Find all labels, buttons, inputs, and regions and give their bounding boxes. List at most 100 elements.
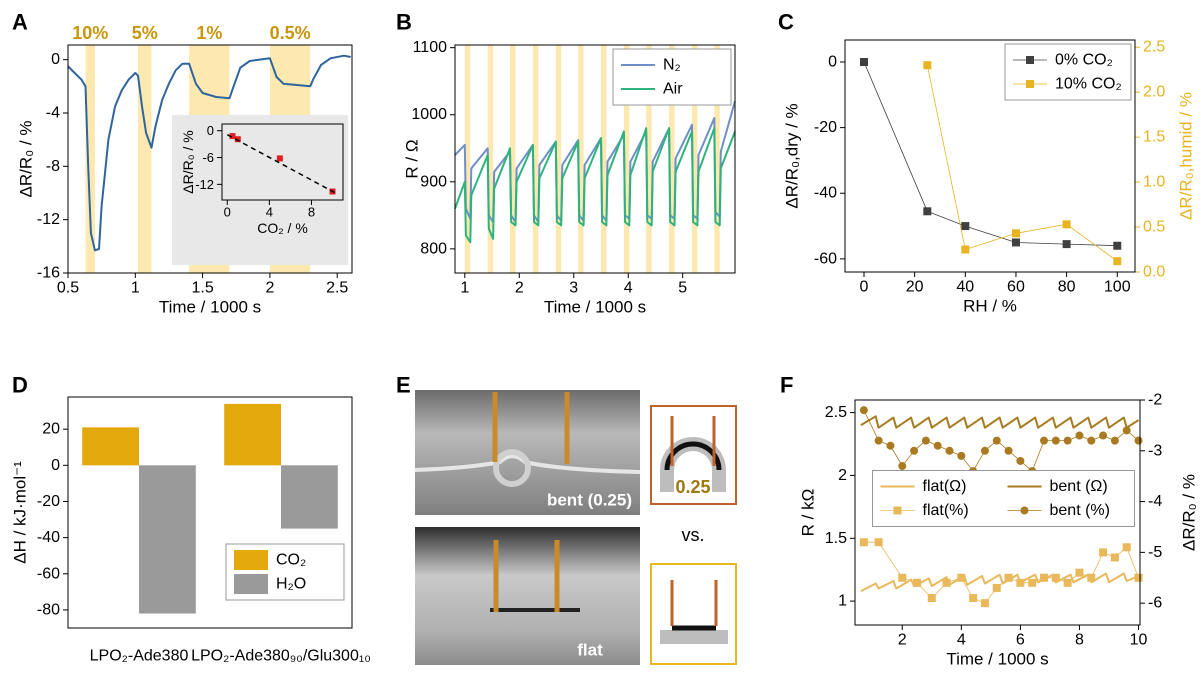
x-tick-label: 60 bbox=[1007, 279, 1025, 296]
x-tick-label: 2 bbox=[898, 632, 907, 649]
data-point bbox=[1113, 257, 1121, 265]
legend-marker bbox=[1026, 56, 1034, 64]
x-tick-label: 8 bbox=[1075, 632, 1084, 649]
region-label: 10% bbox=[72, 23, 108, 43]
y-axis-label: ΔR/R₀,dry / % bbox=[783, 103, 802, 208]
x-tick-label: 5 bbox=[678, 280, 687, 297]
data-point bbox=[1099, 432, 1107, 440]
x-tick-label: 4 bbox=[266, 205, 273, 220]
legend-label: 10% CO₂ bbox=[1055, 76, 1122, 93]
data-point bbox=[946, 447, 954, 455]
data-point bbox=[1064, 579, 1072, 587]
x-tick-label: 1.5 bbox=[191, 280, 213, 297]
data-point bbox=[1087, 574, 1095, 582]
x-tick-label: 3 bbox=[569, 280, 578, 297]
x-axis-label: RH / % bbox=[963, 297, 1017, 316]
panel-letter: E bbox=[396, 373, 411, 398]
data-point bbox=[1087, 437, 1095, 445]
y-tick-label: 0 bbox=[207, 123, 214, 138]
data-point bbox=[934, 442, 942, 450]
data-point bbox=[1005, 447, 1013, 455]
y-tick-label: 1100 bbox=[413, 39, 448, 56]
y-tick-label: -4 bbox=[46, 105, 60, 122]
legend-label: bent (%) bbox=[1050, 502, 1110, 519]
x-axis-label: Time / 1000 s bbox=[946, 650, 1048, 669]
y-axis-label: ΔR/R₀ / % bbox=[180, 130, 196, 193]
y2-tick-label: -4 bbox=[1148, 493, 1162, 510]
data-point bbox=[923, 61, 931, 69]
data-point bbox=[860, 58, 868, 66]
y-tick-label: 800 bbox=[420, 240, 447, 257]
panel-letter: A bbox=[12, 10, 28, 35]
data-point bbox=[1016, 457, 1024, 465]
y-axis-label: ΔR/R₀ / % bbox=[17, 121, 36, 198]
legend-label: H₂O bbox=[276, 576, 306, 593]
photo-label: bent (0.25) bbox=[547, 491, 632, 510]
y-tick-label: -60 bbox=[37, 565, 60, 582]
x-tick-label: 2.5 bbox=[326, 280, 348, 297]
data-point bbox=[860, 538, 868, 546]
x-tick-label: 0 bbox=[860, 279, 869, 296]
data-point bbox=[957, 574, 965, 582]
data-point bbox=[993, 437, 1001, 445]
legend-label: Air bbox=[663, 81, 683, 98]
data-point bbox=[923, 207, 931, 215]
y-tick-label: -40 bbox=[814, 185, 837, 202]
y-tick-label: -20 bbox=[37, 493, 60, 510]
y-tick-label: 0 bbox=[51, 457, 60, 474]
y-tick-label: -12 bbox=[37, 211, 60, 228]
y-tick-label: -8 bbox=[46, 158, 60, 175]
data-point bbox=[1052, 437, 1060, 445]
x-tick-label: 0 bbox=[224, 205, 231, 220]
legend-marker bbox=[1026, 80, 1034, 88]
data-point bbox=[981, 599, 989, 607]
y-axis-label: R / kΩ bbox=[799, 489, 818, 537]
data-point bbox=[1075, 432, 1083, 440]
shaded-region bbox=[85, 45, 94, 273]
data-point bbox=[860, 406, 868, 414]
schematic-flat bbox=[651, 564, 736, 664]
data-point bbox=[1052, 574, 1060, 582]
legend-label: flat(%) bbox=[923, 502, 969, 519]
data-line bbox=[864, 542, 1139, 603]
y-tick-label: -20 bbox=[814, 119, 837, 136]
data-point bbox=[957, 452, 965, 460]
y-tick-label: -40 bbox=[37, 529, 60, 546]
panel-letter: B bbox=[396, 10, 412, 35]
y-tick-label: -12 bbox=[195, 177, 214, 192]
data-point bbox=[1040, 437, 1048, 445]
data-point bbox=[1005, 574, 1013, 582]
bar bbox=[224, 404, 281, 465]
data-point bbox=[961, 222, 969, 230]
legend-swatch bbox=[234, 574, 268, 594]
photo-label: flat bbox=[577, 641, 603, 660]
y-tick-label: -60 bbox=[814, 250, 837, 267]
data-point bbox=[1063, 220, 1071, 228]
data-point bbox=[1028, 579, 1036, 587]
y-tick-label: 1.5 bbox=[825, 530, 847, 547]
data-line bbox=[861, 416, 1139, 427]
data-point bbox=[277, 155, 283, 161]
data-point bbox=[898, 574, 906, 582]
y-tick-label: 1 bbox=[838, 593, 847, 610]
panel-letter: C bbox=[778, 10, 794, 35]
data-point bbox=[1099, 548, 1107, 556]
panel-letter: D bbox=[12, 373, 28, 398]
y-tick-label: 2 bbox=[838, 467, 847, 484]
y2-tick-label: -6 bbox=[1148, 595, 1162, 612]
photo-flat bbox=[415, 527, 640, 665]
data-point bbox=[875, 437, 883, 445]
x-tick-label: 20 bbox=[906, 279, 924, 296]
data-point bbox=[1016, 579, 1024, 587]
x-axis-label: Time / 1000 s bbox=[544, 298, 646, 317]
data-point bbox=[1123, 543, 1131, 551]
data-point bbox=[928, 594, 936, 602]
data-point bbox=[875, 538, 883, 546]
y2-axis-label: ΔR/R₀ / % bbox=[1180, 474, 1199, 551]
data-point bbox=[1012, 238, 1020, 246]
data-point bbox=[1075, 569, 1083, 577]
legend-label: 0% CO₂ bbox=[1055, 52, 1113, 69]
y-tick-label: 900 bbox=[420, 173, 447, 190]
data-point bbox=[910, 447, 918, 455]
y-tick-label: -6 bbox=[202, 150, 214, 165]
